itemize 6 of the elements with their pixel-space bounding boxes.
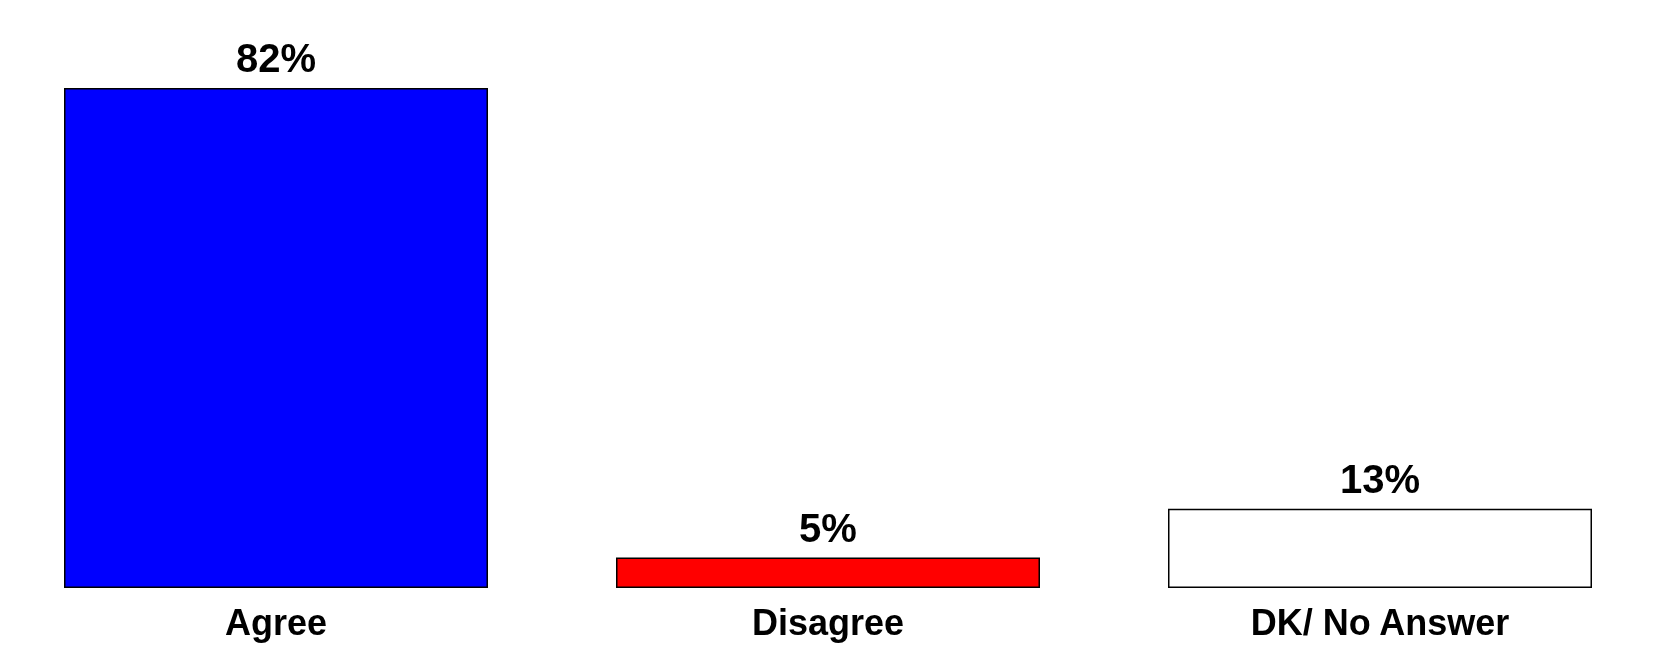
x-tick-label: DK/ No Answer — [1250, 601, 1510, 643]
data-label: 5% — [799, 505, 857, 550]
data-label: 13% — [1339, 456, 1421, 501]
x-tick-label: Disagree — [751, 601, 905, 643]
data-label: 82% — [235, 36, 317, 80]
x-tick-label: Agree — [224, 601, 328, 643]
